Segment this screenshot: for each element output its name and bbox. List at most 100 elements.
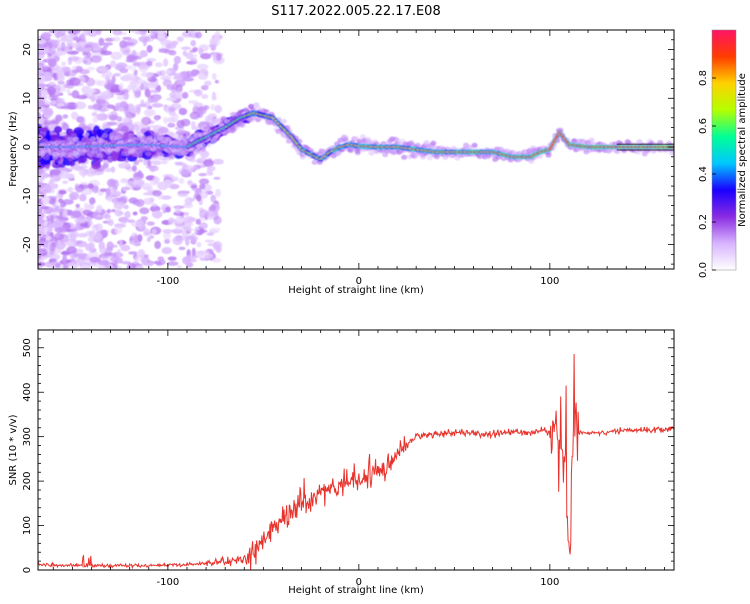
heatmap-cell xyxy=(63,265,68,269)
heatmap-cell xyxy=(122,36,132,41)
heatmap-cell xyxy=(38,226,45,232)
spectrogram-y-tick-label: -20 xyxy=(22,236,33,252)
heatmap-cell xyxy=(181,237,187,241)
heatmap-cell xyxy=(196,229,208,234)
heatmap-cell xyxy=(209,227,221,232)
heatmap-cell xyxy=(196,194,202,202)
heatmap-cell xyxy=(204,71,209,76)
heatmap-cell xyxy=(414,142,421,148)
heatmap-cell xyxy=(141,217,148,221)
heatmap-cell xyxy=(189,111,200,120)
heatmap-cell xyxy=(47,227,54,232)
heatmap-cell xyxy=(191,247,196,257)
heatmap-cell xyxy=(95,30,102,35)
figure-title: S117.2022.005.22.17.E08 xyxy=(271,4,440,19)
heatmap-cell xyxy=(120,244,131,252)
heatmap-cell xyxy=(90,136,97,142)
heatmap-cell xyxy=(123,204,129,210)
heatmap-cell xyxy=(199,178,210,185)
heatmap-cell xyxy=(154,62,163,68)
heatmap-cell xyxy=(69,33,74,40)
heatmap-cell xyxy=(91,112,98,117)
heatmap-cell xyxy=(212,52,217,62)
heatmap-cell xyxy=(87,183,94,189)
heatmap-cell xyxy=(116,249,122,258)
heatmap-cell xyxy=(74,101,87,110)
heatmap-cell xyxy=(214,104,223,114)
heatmap-cell xyxy=(38,104,45,109)
heatmap-cell xyxy=(342,137,349,143)
snr-x-tick-label: -100 xyxy=(157,577,180,588)
colorbar-tick-label: 0.4 xyxy=(698,166,709,182)
heatmap-cell xyxy=(68,191,80,201)
heatmap-cell xyxy=(122,77,133,82)
heatmap-cell xyxy=(99,188,108,193)
heatmap-cell xyxy=(110,60,117,68)
heatmap-cell xyxy=(66,228,77,232)
heatmap-cell xyxy=(194,89,203,97)
heatmap-cell xyxy=(60,201,67,208)
heatmap-cell xyxy=(203,252,214,259)
heatmap-cell xyxy=(168,49,177,56)
heatmap-cell xyxy=(46,207,57,213)
heatmap-cell xyxy=(89,256,101,263)
heatmap-cell xyxy=(54,205,59,210)
heatmap-cell xyxy=(84,30,90,36)
spectrogram-blobs xyxy=(38,30,674,269)
heatmap-cell xyxy=(38,167,43,176)
snr-line-layer xyxy=(38,353,674,570)
heatmap-cell xyxy=(157,126,169,135)
heatmap-cell xyxy=(76,240,88,248)
heatmap-cell xyxy=(38,182,45,189)
heatmap-cell xyxy=(120,261,132,265)
heatmap-cell xyxy=(78,69,90,75)
heatmap-cell xyxy=(113,190,122,197)
snr-y-axis-label: SNR (10 * v/v) xyxy=(8,414,19,485)
heatmap-cell xyxy=(87,30,98,37)
heatmap-cell xyxy=(62,237,70,243)
heatmap-cell xyxy=(151,154,158,160)
heatmap-cell xyxy=(84,202,89,211)
heatmap-cell xyxy=(166,116,177,124)
heatmap-cell xyxy=(43,71,53,79)
heatmap-cell xyxy=(94,223,103,232)
heatmap-cell xyxy=(57,80,65,85)
colorbar-gradient xyxy=(712,30,736,270)
heatmap-cell xyxy=(669,150,674,156)
heatmap-cell xyxy=(144,88,151,98)
heatmap-cell xyxy=(174,206,181,214)
heatmap-cell xyxy=(77,41,86,46)
heatmap-cell xyxy=(44,184,52,194)
heatmap-cell xyxy=(118,162,128,169)
heatmap-cell xyxy=(166,261,179,266)
heatmap-cell xyxy=(88,230,96,238)
heatmap-cell xyxy=(110,166,116,173)
heatmap-cell xyxy=(107,219,114,226)
heatmap-cell xyxy=(318,148,325,154)
heatmap-cell xyxy=(117,134,124,140)
heatmap-cell xyxy=(77,232,88,238)
heatmap-cell xyxy=(87,105,95,110)
heatmap-cell xyxy=(143,231,153,235)
heatmap-cell xyxy=(123,49,130,54)
heatmap-cell xyxy=(92,47,100,51)
heatmap-cell xyxy=(41,237,47,242)
heatmap-cell xyxy=(62,210,68,219)
heatmap-cell xyxy=(139,207,150,215)
heatmap-cell xyxy=(87,203,95,210)
heatmap-cell xyxy=(280,118,287,124)
heatmap-cell xyxy=(66,246,77,254)
heatmap-cell xyxy=(117,107,126,113)
heatmap-cell xyxy=(132,179,138,185)
heatmap-cell xyxy=(108,114,118,121)
snr-frame xyxy=(37,329,675,571)
heatmap-cell xyxy=(106,209,112,214)
heatmap-cell xyxy=(356,138,363,144)
heatmap-cell xyxy=(71,210,82,218)
heatmap-cell xyxy=(83,131,90,137)
heatmap-cell xyxy=(200,85,209,91)
heatmap-cell xyxy=(149,89,160,94)
heatmap-cell xyxy=(114,223,126,228)
heatmap-cell xyxy=(172,236,183,246)
